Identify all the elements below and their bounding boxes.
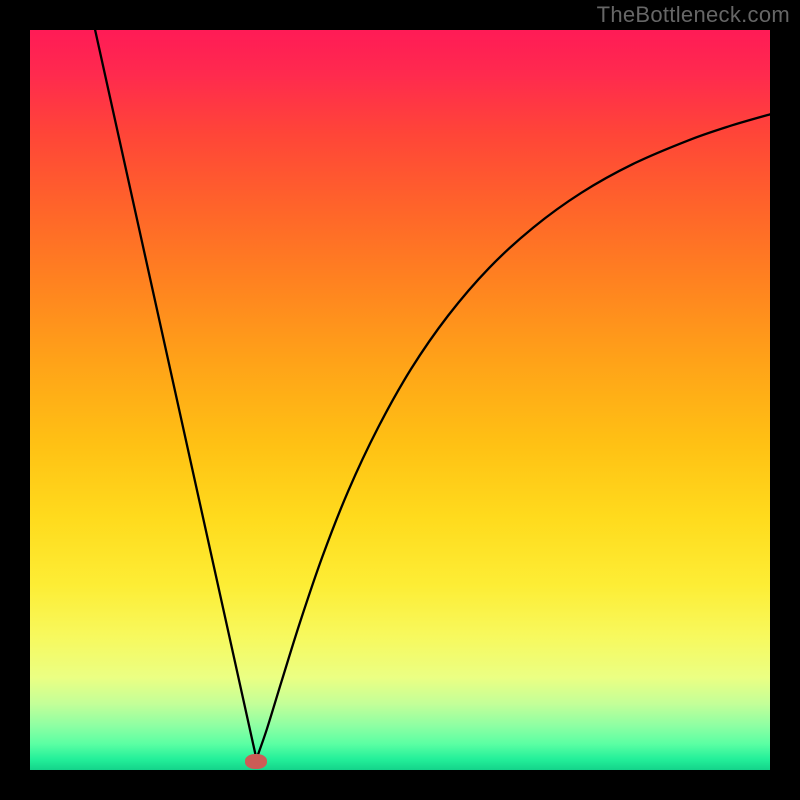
plot-area: [30, 30, 770, 770]
watermark-label: TheBottleneck.com: [597, 2, 790, 28]
minimum-marker: [245, 754, 267, 769]
chart-frame: TheBottleneck.com: [0, 0, 800, 800]
